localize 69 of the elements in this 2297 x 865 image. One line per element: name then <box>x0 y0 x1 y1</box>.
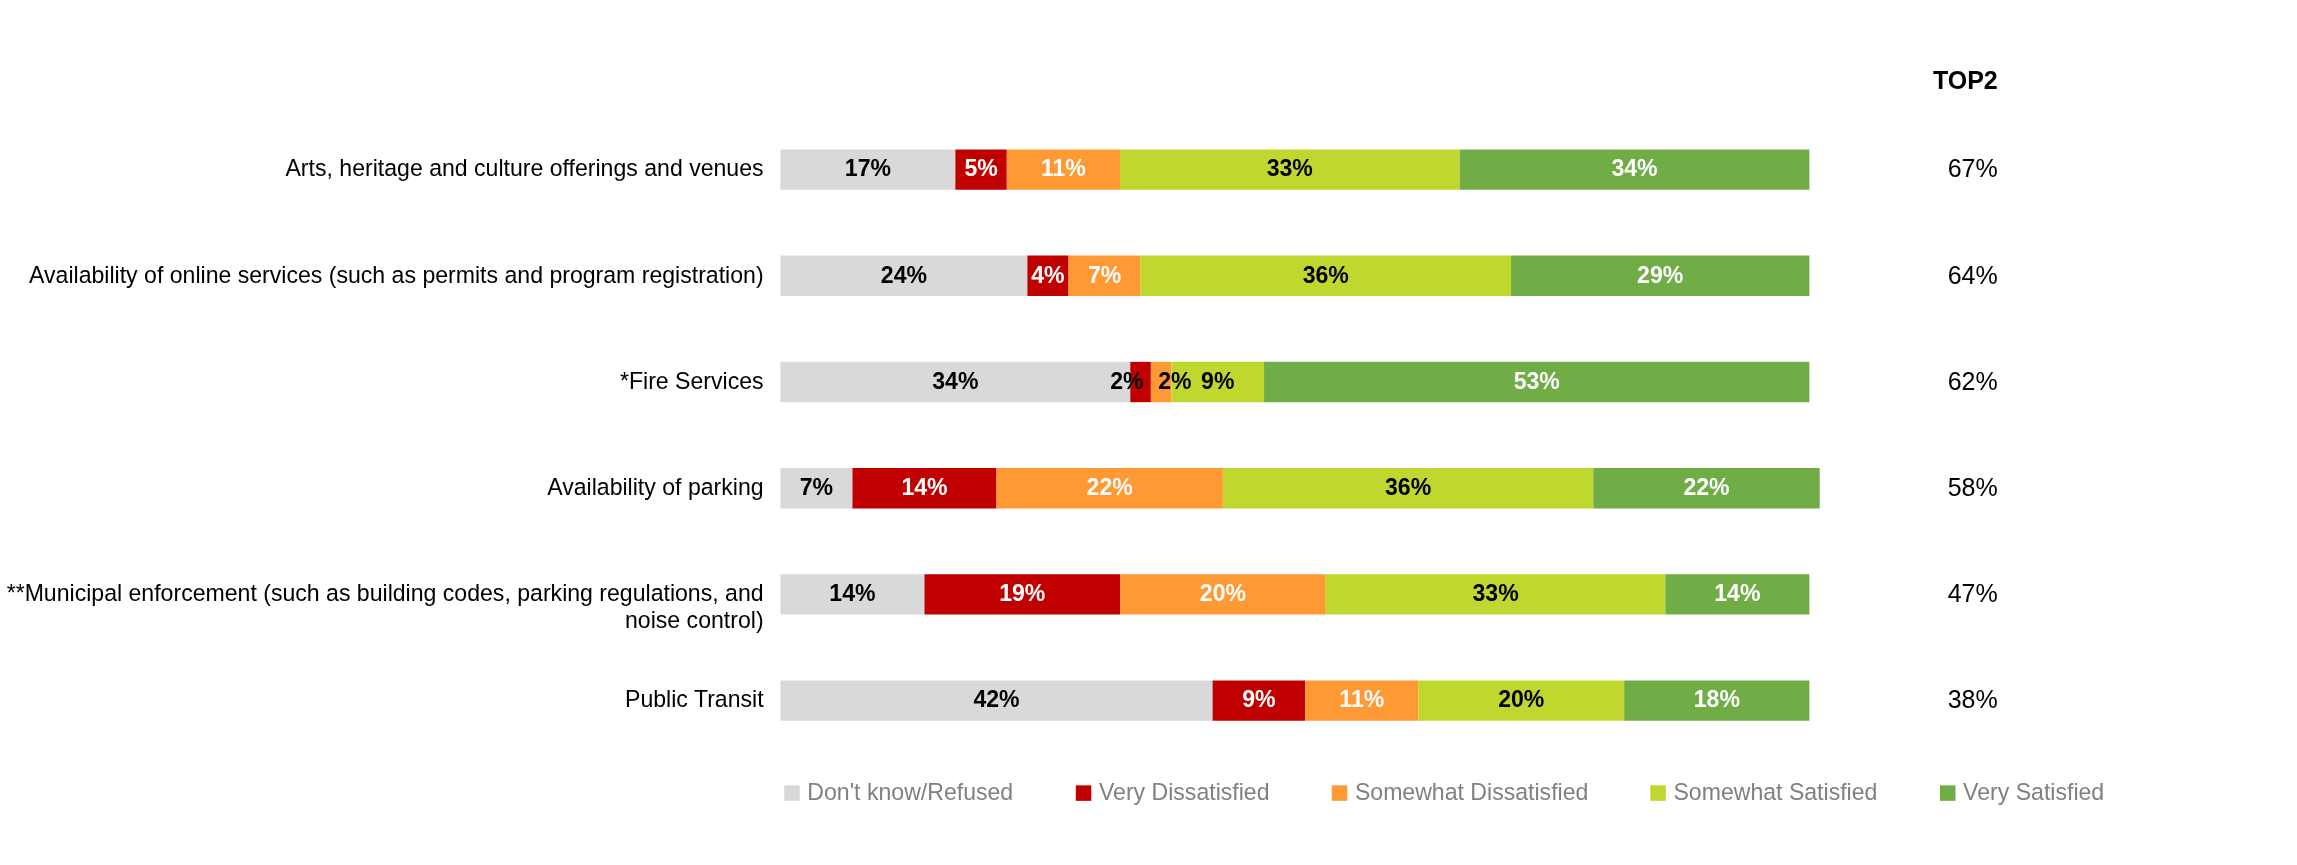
text: 47% <box>1947 579 1998 608</box>
data-label: 14% <box>901 473 948 500</box>
data-label: 36% <box>1302 261 1349 288</box>
data-label: 14% <box>829 580 876 607</box>
data-label: 19% <box>999 580 1046 607</box>
data-label: 20% <box>1199 580 1246 607</box>
data-label: 20% <box>1498 686 1545 713</box>
bar <box>780 574 925 615</box>
bar <box>1305 680 1419 721</box>
data-label: 11% <box>1339 686 1385 713</box>
data-label: 53% <box>1513 367 1560 394</box>
data-label: 33% <box>1472 580 1519 607</box>
bar <box>1264 361 1810 403</box>
data-label: 34% <box>1611 155 1658 182</box>
data-label: 29% <box>1637 261 1684 288</box>
data-label: 33% <box>1266 155 1313 182</box>
bar <box>1119 574 1326 615</box>
text: 64% <box>1947 260 1998 289</box>
legend-label: Don't know/Refused <box>807 778 1014 805</box>
bar <box>1418 680 1625 721</box>
data-label: 24% <box>880 261 927 288</box>
legend-label: Very Dissatisfied <box>1098 778 1270 805</box>
y-tick-label: Availability of parking <box>547 473 764 500</box>
legend-label: Somewhat Dissatisfied <box>1354 778 1589 805</box>
bar <box>1593 468 1820 509</box>
bar <box>1140 255 1511 296</box>
bar <box>780 255 1028 296</box>
y-tick-label: Arts, heritage and culture offerings and venues <box>285 155 764 182</box>
bar <box>1222 468 1594 509</box>
data-label: 2% <box>1158 367 1192 394</box>
data-label: 7% <box>799 473 834 500</box>
text: 58% <box>1947 472 1998 501</box>
data-label: 7% <box>1087 261 1122 288</box>
bar <box>1119 149 1460 190</box>
data-label: 9% <box>1242 686 1276 713</box>
bar <box>1624 680 1810 721</box>
text: 62% <box>1947 366 1998 395</box>
data-label: 22% <box>1086 473 1133 500</box>
data-label: 14% <box>1714 580 1761 607</box>
y-tick-label: Availability of online services (such as permits and program registration) <box>29 261 764 288</box>
text: 67% <box>1947 154 1998 183</box>
legend-label: Somewhat Satisfied <box>1673 778 1878 805</box>
bar <box>1511 255 1810 296</box>
text: TOP2 <box>1932 65 1998 94</box>
data-label: 11% <box>1040 155 1086 182</box>
bar <box>780 149 956 190</box>
y-tick-label: Public Transit <box>625 686 765 713</box>
bar <box>1325 574 1666 615</box>
bar <box>1665 574 1810 615</box>
data-label: 42% <box>973 686 1020 713</box>
data-label: 9% <box>1201 367 1235 394</box>
legend-label: Very Satisfied <box>1963 778 2105 805</box>
bar <box>780 680 1213 721</box>
bar <box>924 574 1120 615</box>
bar <box>1459 149 1810 190</box>
bar <box>852 468 997 509</box>
bar <box>1212 680 1306 721</box>
bar <box>996 468 1223 509</box>
data-label: 34% <box>932 367 979 394</box>
data-label: 18% <box>1693 686 1740 713</box>
data-label: 36% <box>1385 473 1432 500</box>
data-label: 5% <box>964 155 998 182</box>
data-label: 22% <box>1683 473 1730 500</box>
y-tick-label: *Fire Services <box>619 367 764 394</box>
data-label: 17% <box>844 155 891 182</box>
data-label: 4% <box>1031 261 1065 288</box>
y-tick-label: **Municipal enforcement (such as building codes, parking regulations, and noise control) <box>6 580 764 634</box>
bar <box>1006 149 1120 190</box>
text: 38% <box>1947 685 1998 714</box>
